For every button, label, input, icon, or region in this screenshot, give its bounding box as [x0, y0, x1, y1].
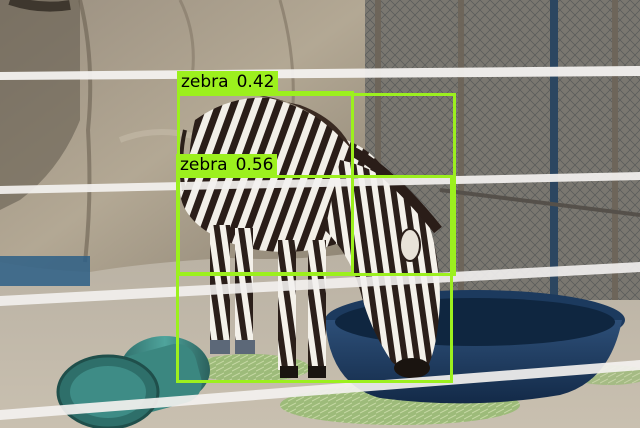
- detection-label-zebra-056: zebra 0.56: [176, 154, 278, 176]
- detection-score: 0.56: [235, 155, 274, 175]
- white-fence-rails: [0, 66, 640, 420]
- detection-label-zebra-042: zebra 0.42: [177, 71, 279, 93]
- detection-score: 0.42: [236, 72, 275, 92]
- detection-class: zebra: [181, 72, 229, 92]
- detection-class: zebra: [180, 155, 228, 175]
- water-pool: [0, 256, 90, 286]
